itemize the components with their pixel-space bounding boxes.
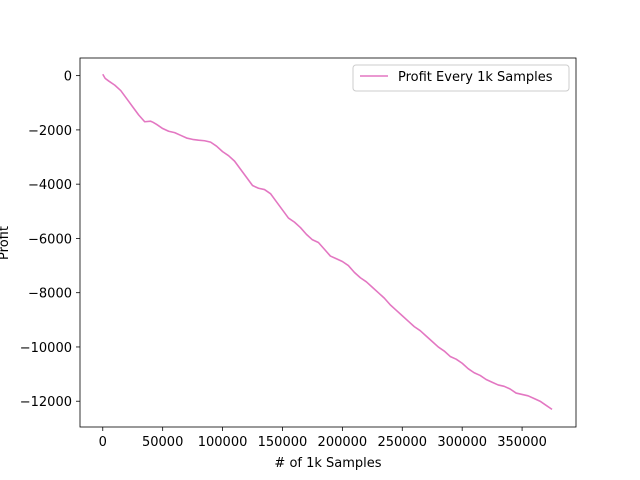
legend-label: Profit Every 1k Samples	[398, 70, 553, 85]
x-tick-label: 100000	[198, 435, 248, 450]
x-tick-label: 200000	[318, 435, 368, 450]
x-tick-label: 0	[99, 435, 107, 450]
x-axis-label: # of 1k Samples	[274, 456, 381, 471]
x-tick-label: 300000	[437, 435, 487, 450]
plot-area	[102, 73, 553, 411]
y-tick-label: −8000	[28, 287, 72, 302]
y-tick-label: 0	[64, 70, 72, 85]
y-tick-label: −6000	[28, 232, 72, 247]
legend-box	[352, 64, 570, 92]
y-tick-label: −10000	[20, 341, 72, 356]
y-axis-label: Profit	[0, 226, 12, 260]
axes-frame	[79, 57, 577, 428]
x-tick-label: 50000	[142, 435, 183, 450]
series-line-0	[102, 73, 553, 411]
x-tick-label: 250000	[377, 435, 427, 450]
y-axis-ticks: 0 −2000 −4000 −6000 −8000 −10000 −12000	[20, 70, 80, 410]
y-tick-label: −4000	[28, 178, 72, 193]
y-tick-label: −12000	[20, 395, 72, 410]
x-tick-label: 350000	[497, 435, 547, 450]
legend: Profit Every 1k Samples	[352, 64, 570, 92]
x-tick-label: 150000	[258, 435, 308, 450]
y-tick-label: −2000	[28, 124, 72, 139]
x-axis-ticks: 0 50000 100000 150000 200000 250000 300000 3500…	[99, 427, 547, 450]
